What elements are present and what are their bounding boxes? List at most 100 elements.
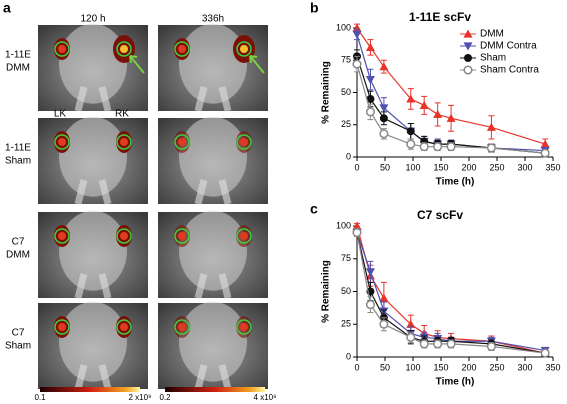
- marker: [540, 348, 550, 358]
- roi-circle: [174, 41, 190, 57]
- y-tick-label: 100: [336, 220, 351, 230]
- legend-label: DMM: [480, 29, 504, 40]
- x-tick-label: 300: [517, 362, 532, 372]
- x-tick-label: 300: [517, 162, 532, 172]
- mouse-legs: [194, 179, 232, 205]
- x-tick-label: 50: [380, 362, 390, 372]
- roi-circle: [116, 41, 132, 57]
- y-tick-label: 25: [341, 119, 351, 129]
- kidney-core: [240, 45, 248, 53]
- kidney-core: [178, 45, 186, 53]
- y-tick-label: 0: [346, 151, 351, 161]
- marker: [352, 228, 362, 238]
- mouse-legs: [194, 86, 232, 112]
- marker: [540, 148, 550, 158]
- colorbar: [40, 387, 140, 392]
- kidney-core: [120, 323, 128, 331]
- roi-circle: [236, 319, 252, 335]
- roi-circle: [236, 41, 252, 57]
- marker: [446, 142, 456, 152]
- y-axis-label: % Remaining: [321, 260, 332, 323]
- y-tick-label: 75: [341, 253, 351, 263]
- kidney-core: [240, 323, 248, 331]
- marker: [433, 109, 443, 119]
- roi-circle: [116, 228, 132, 244]
- x-tick-label: 100: [405, 362, 420, 372]
- arrow: [249, 55, 265, 74]
- x-tick-label: 0: [354, 162, 359, 172]
- marker: [540, 139, 550, 148]
- mouse-body: [179, 210, 247, 291]
- x-tick-label: 150: [433, 162, 448, 172]
- roi-circle: [54, 134, 70, 150]
- colorbar-min: 0.1: [34, 393, 46, 402]
- kidney-core: [120, 138, 128, 146]
- legend-marker: [463, 65, 473, 75]
- legend-marker: [464, 54, 472, 62]
- marker: [433, 142, 443, 152]
- mouse-body: [179, 23, 247, 104]
- row-label: DMM: [6, 250, 30, 261]
- roi-circle: [174, 228, 190, 244]
- kidney-core: [178, 232, 186, 240]
- marker: [379, 319, 389, 329]
- x-axis-label: Time (h): [436, 177, 475, 188]
- roi-circle: [174, 134, 190, 150]
- marker: [406, 94, 416, 103]
- kidney-core: [58, 232, 66, 240]
- marker: [379, 104, 389, 113]
- marker: [365, 300, 375, 310]
- marker: [406, 332, 416, 342]
- side-label: LK: [54, 109, 67, 120]
- kidney-core: [240, 138, 248, 146]
- marker: [352, 221, 362, 230]
- marker: [379, 293, 389, 302]
- panel-label: c: [310, 201, 318, 217]
- mouse-body: [179, 301, 247, 382]
- mouse-body: [179, 116, 247, 197]
- roi-circle: [116, 319, 132, 335]
- row-label: C7: [12, 328, 25, 339]
- marker: [419, 142, 429, 152]
- row-label: Sham: [5, 156, 31, 167]
- legend-label: Sham: [480, 53, 506, 64]
- colorbar-max: 2 x10⁹: [129, 393, 152, 402]
- kidney-core: [120, 45, 128, 53]
- y-tick-label: 50: [341, 286, 351, 296]
- marker: [352, 59, 362, 69]
- marker: [486, 341, 496, 352]
- marker: [365, 42, 375, 51]
- y-tick-label: 25: [341, 319, 351, 329]
- y-tick-label: 100: [336, 22, 351, 32]
- row-label: Sham: [5, 341, 31, 352]
- x-tick-label: 200: [461, 162, 476, 172]
- x-tick-label: 150: [433, 362, 448, 372]
- x-tick-label: 250: [489, 162, 504, 172]
- mouse-legs: [194, 273, 232, 299]
- chart-title: C7 scFv: [417, 208, 463, 222]
- y-tick-label: 0: [346, 351, 351, 361]
- x-tick-label: 100: [405, 162, 420, 172]
- marker: [379, 129, 389, 139]
- mouse-body: [59, 301, 127, 382]
- marker: [419, 339, 429, 349]
- x-tick-label: 350: [545, 362, 560, 372]
- x-tick-label: 0: [354, 362, 359, 372]
- panel-label: a: [3, 0, 11, 16]
- roi-circle: [54, 319, 70, 335]
- kidney-core: [58, 323, 66, 331]
- kidney-core: [178, 323, 186, 331]
- mouse-body: [59, 23, 127, 104]
- marker: [365, 107, 375, 117]
- row-label: 1-11E: [5, 143, 31, 154]
- marker: [365, 268, 375, 277]
- marker: [352, 30, 362, 39]
- marker: [406, 127, 415, 136]
- marker: [379, 114, 388, 123]
- chart-title: 1-11E scFv: [409, 10, 471, 24]
- marker: [406, 139, 416, 149]
- kidney-core: [58, 45, 66, 53]
- roi-circle: [116, 134, 132, 150]
- marker: [365, 76, 375, 85]
